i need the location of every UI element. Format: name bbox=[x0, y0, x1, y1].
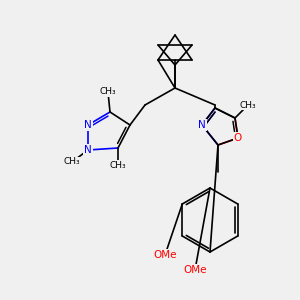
Text: N: N bbox=[198, 120, 206, 130]
Text: CH₃: CH₃ bbox=[240, 100, 256, 109]
Text: CH₃: CH₃ bbox=[110, 160, 126, 169]
Text: OMe: OMe bbox=[153, 250, 177, 260]
Text: N: N bbox=[84, 120, 92, 130]
Text: CH₃: CH₃ bbox=[100, 88, 116, 97]
Text: N: N bbox=[84, 145, 92, 155]
Text: O: O bbox=[234, 133, 242, 143]
Text: OMe: OMe bbox=[183, 265, 207, 275]
Text: CH₃: CH₃ bbox=[64, 158, 80, 166]
